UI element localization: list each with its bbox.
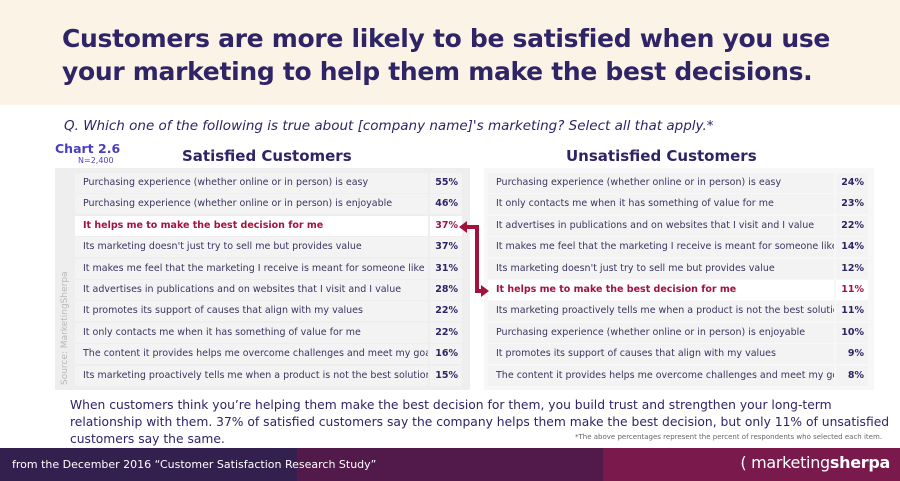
row-label: It helps me to make the best decision fo… xyxy=(488,280,834,300)
table-row: Its marketing doesn't just try to sell m… xyxy=(488,258,868,279)
marketingsherpa-logo: ( marketingsherpa xyxy=(740,453,890,472)
row-value: 46% xyxy=(430,194,462,215)
chart-label: Chart 2.6 xyxy=(55,141,121,156)
header-banner xyxy=(0,0,900,105)
unsatisfied-title: Unsatisfied Customers xyxy=(566,147,757,165)
row-label: Its marketing proactively tells me when … xyxy=(488,301,834,322)
row-value: 9% xyxy=(836,344,868,365)
table-row: It makes me feel that the marketing I re… xyxy=(488,237,868,258)
row-value: 37% xyxy=(430,237,462,258)
row-value: 23% xyxy=(836,194,868,215)
table-row: It makes me feel that the marketing I re… xyxy=(75,258,462,279)
row-value: 22% xyxy=(836,215,868,236)
row-label: It makes me feel that the marketing I re… xyxy=(488,237,834,258)
row-value: 24% xyxy=(836,173,868,193)
row-value: 12% xyxy=(836,258,868,279)
row-label: It helps me to make the best decision fo… xyxy=(75,215,428,236)
row-label: The content it provides helps me overcom… xyxy=(488,365,834,386)
row-value: 22% xyxy=(430,301,462,322)
row-label: It only contacts me when it has somethin… xyxy=(488,194,834,215)
row-value: 14% xyxy=(836,237,868,258)
row-label: It advertises in publications and on web… xyxy=(75,280,428,300)
table-row: It advertises in publications and on web… xyxy=(488,215,868,236)
summary-text: When customers think you’re helping them… xyxy=(70,398,890,446)
table-row: The content it provides helps me overcom… xyxy=(488,365,868,386)
row-label: It makes me feel that the marketing I re… xyxy=(75,258,428,279)
row-label: Purchasing experience (whether online or… xyxy=(488,173,834,193)
table-row: It advertises in publications and on web… xyxy=(75,280,462,300)
table-row: The content it provides helps me overcom… xyxy=(75,344,462,365)
row-label: It only contacts me when it has somethin… xyxy=(75,322,428,343)
row-label: Purchasing experience (whether online or… xyxy=(488,322,834,343)
row-value: 55% xyxy=(430,173,462,193)
footer-bar xyxy=(0,448,900,481)
table-row: Purchasing experience (whether online or… xyxy=(75,194,462,215)
footer-source: from the December 2016 “Customer Satisfa… xyxy=(12,458,377,471)
row-label: Its marketing doesn't just try to sell m… xyxy=(488,258,834,279)
row-label: Purchasing experience (whether online or… xyxy=(75,173,428,193)
row-value: 28% xyxy=(430,280,462,300)
row-label: Its marketing doesn't just try to sell m… xyxy=(75,237,428,258)
table-row: Its marketing doesn't just try to sell m… xyxy=(75,237,462,258)
row-value: 8% xyxy=(836,365,868,386)
row-label: Its marketing proactively tells me when … xyxy=(75,365,428,386)
row-value: 11% xyxy=(836,301,868,322)
table-row: It only contacts me when it has somethin… xyxy=(75,322,462,343)
row-label: It advertises in publications and on web… xyxy=(488,215,834,236)
row-value: 15% xyxy=(430,365,462,386)
row-value: 22% xyxy=(430,322,462,343)
source-label: Source: MarketingSherpa xyxy=(60,271,70,385)
row-value: 31% xyxy=(430,258,462,279)
table-row: Purchasing experience (whether online or… xyxy=(75,173,462,193)
row-value: 11% xyxy=(836,280,868,300)
table-row: Purchasing experience (whether online or… xyxy=(488,173,868,193)
row-value: 10% xyxy=(836,322,868,343)
table-row: It helps me to make the best decision fo… xyxy=(75,215,462,236)
row-value: 16% xyxy=(430,344,462,365)
row-label: It promotes its support of causes that a… xyxy=(75,301,428,322)
row-label: Purchasing experience (whether online or… xyxy=(75,194,428,215)
table-row: It helps me to make the best decision fo… xyxy=(488,280,868,300)
page-title: Customers are more likely to be satisfie… xyxy=(62,24,831,86)
table-row: It promotes its support of causes that a… xyxy=(75,301,462,322)
satisfied-title: Satisfied Customers xyxy=(182,147,352,165)
row-value: 37% xyxy=(430,215,462,236)
table-row: Its marketing proactively tells me when … xyxy=(488,301,868,322)
row-label: The content it provides helps me overcom… xyxy=(75,344,428,365)
row-label: It promotes its support of causes that a… xyxy=(488,344,834,365)
table-row: Its marketing proactively tells me when … xyxy=(75,365,462,386)
sample-size: N=2,400 xyxy=(78,156,114,165)
footnote: *The above percentages represent the per… xyxy=(575,433,882,441)
comparison-arrow-icon xyxy=(459,221,489,297)
table-row: Purchasing experience (whether online or… xyxy=(488,322,868,343)
table-row: It only contacts me when it has somethin… xyxy=(488,194,868,215)
survey-question: Q. Which one of the following is true ab… xyxy=(64,118,714,134)
table-row: It promotes its support of causes that a… xyxy=(488,344,868,365)
